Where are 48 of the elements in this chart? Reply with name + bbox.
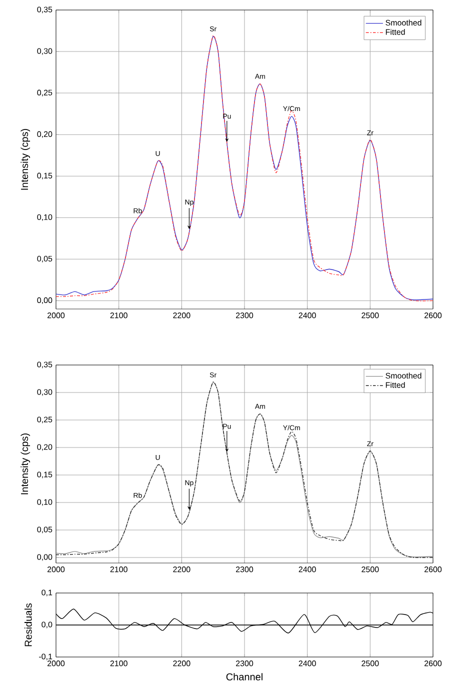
y-tick-label: 0,25 [37, 416, 52, 424]
x-tick-label: 2500 [362, 312, 379, 318]
x-tick-label: 2400 [298, 660, 316, 666]
x-tick-label: 2300 [236, 312, 254, 318]
x-tick-label: 2300 [236, 660, 254, 666]
y-tick-label: 0,10 [37, 499, 52, 506]
y-tick-label: 0,0 [42, 622, 52, 628]
x-tick-label: 2500 [362, 566, 379, 572]
x-tick-label: 2200 [173, 566, 190, 572]
x-tick-label: 2200 [173, 312, 190, 318]
x-tick-label: 2000 [48, 566, 65, 572]
y-tick-label: 0,15 [37, 472, 52, 478]
x-tick-label: 2600 [424, 660, 442, 666]
x-tick-label: 2100 [110, 312, 128, 318]
y-tick-label: 0,35 [37, 6, 52, 14]
legend-label: Smoothed [386, 372, 422, 379]
y-tick-label: 0,20 [37, 131, 52, 138]
y-tick-label: 0,30 [37, 389, 52, 396]
y-tick-label: -0,1 [39, 654, 52, 660]
y-axis-title: Intensity (cps) [20, 129, 30, 190]
y-axis-title: Intensity (cps) [20, 434, 30, 494]
y-tick-label: 0,00 [37, 554, 52, 561]
x-tick-label: 2200 [173, 660, 190, 666]
x-tick-label: 2100 [110, 660, 128, 666]
y-tick-label: 0,05 [37, 256, 52, 262]
y-tick-label: 0,20 [37, 444, 52, 451]
x-tick-label: 2600 [424, 566, 442, 572]
x-tick-label: 2100 [110, 566, 128, 572]
legend-label: Fitted [386, 28, 405, 35]
x-tick-label: 2400 [298, 312, 316, 318]
x-tick-label: 2300 [236, 566, 254, 572]
y-axis-title: Residuals [24, 603, 32, 646]
x-tick-label: 2400 [298, 566, 316, 572]
x-tick-label: 2600 [424, 312, 442, 318]
y-tick-label: 0,30 [37, 48, 52, 55]
x-tick-label: 2000 [48, 660, 65, 666]
legend-label: Fitted [386, 382, 405, 388]
y-tick-label: 0,05 [37, 526, 52, 534]
x-tick-label: 2500 [362, 660, 379, 666]
y-tick-label: 0,1 [42, 590, 52, 596]
x-axis-title: Channel [226, 673, 262, 680]
y-tick-label: 0,15 [37, 172, 52, 180]
y-tick-label: 0,10 [37, 214, 52, 221]
legend-label: Smoothed [386, 20, 422, 26]
y-tick-label: 0,00 [37, 297, 52, 304]
y-tick-label: 0,35 [37, 362, 52, 368]
x-tick-label: 2000 [48, 312, 65, 318]
y-tick-label: 0,25 [37, 90, 52, 96]
